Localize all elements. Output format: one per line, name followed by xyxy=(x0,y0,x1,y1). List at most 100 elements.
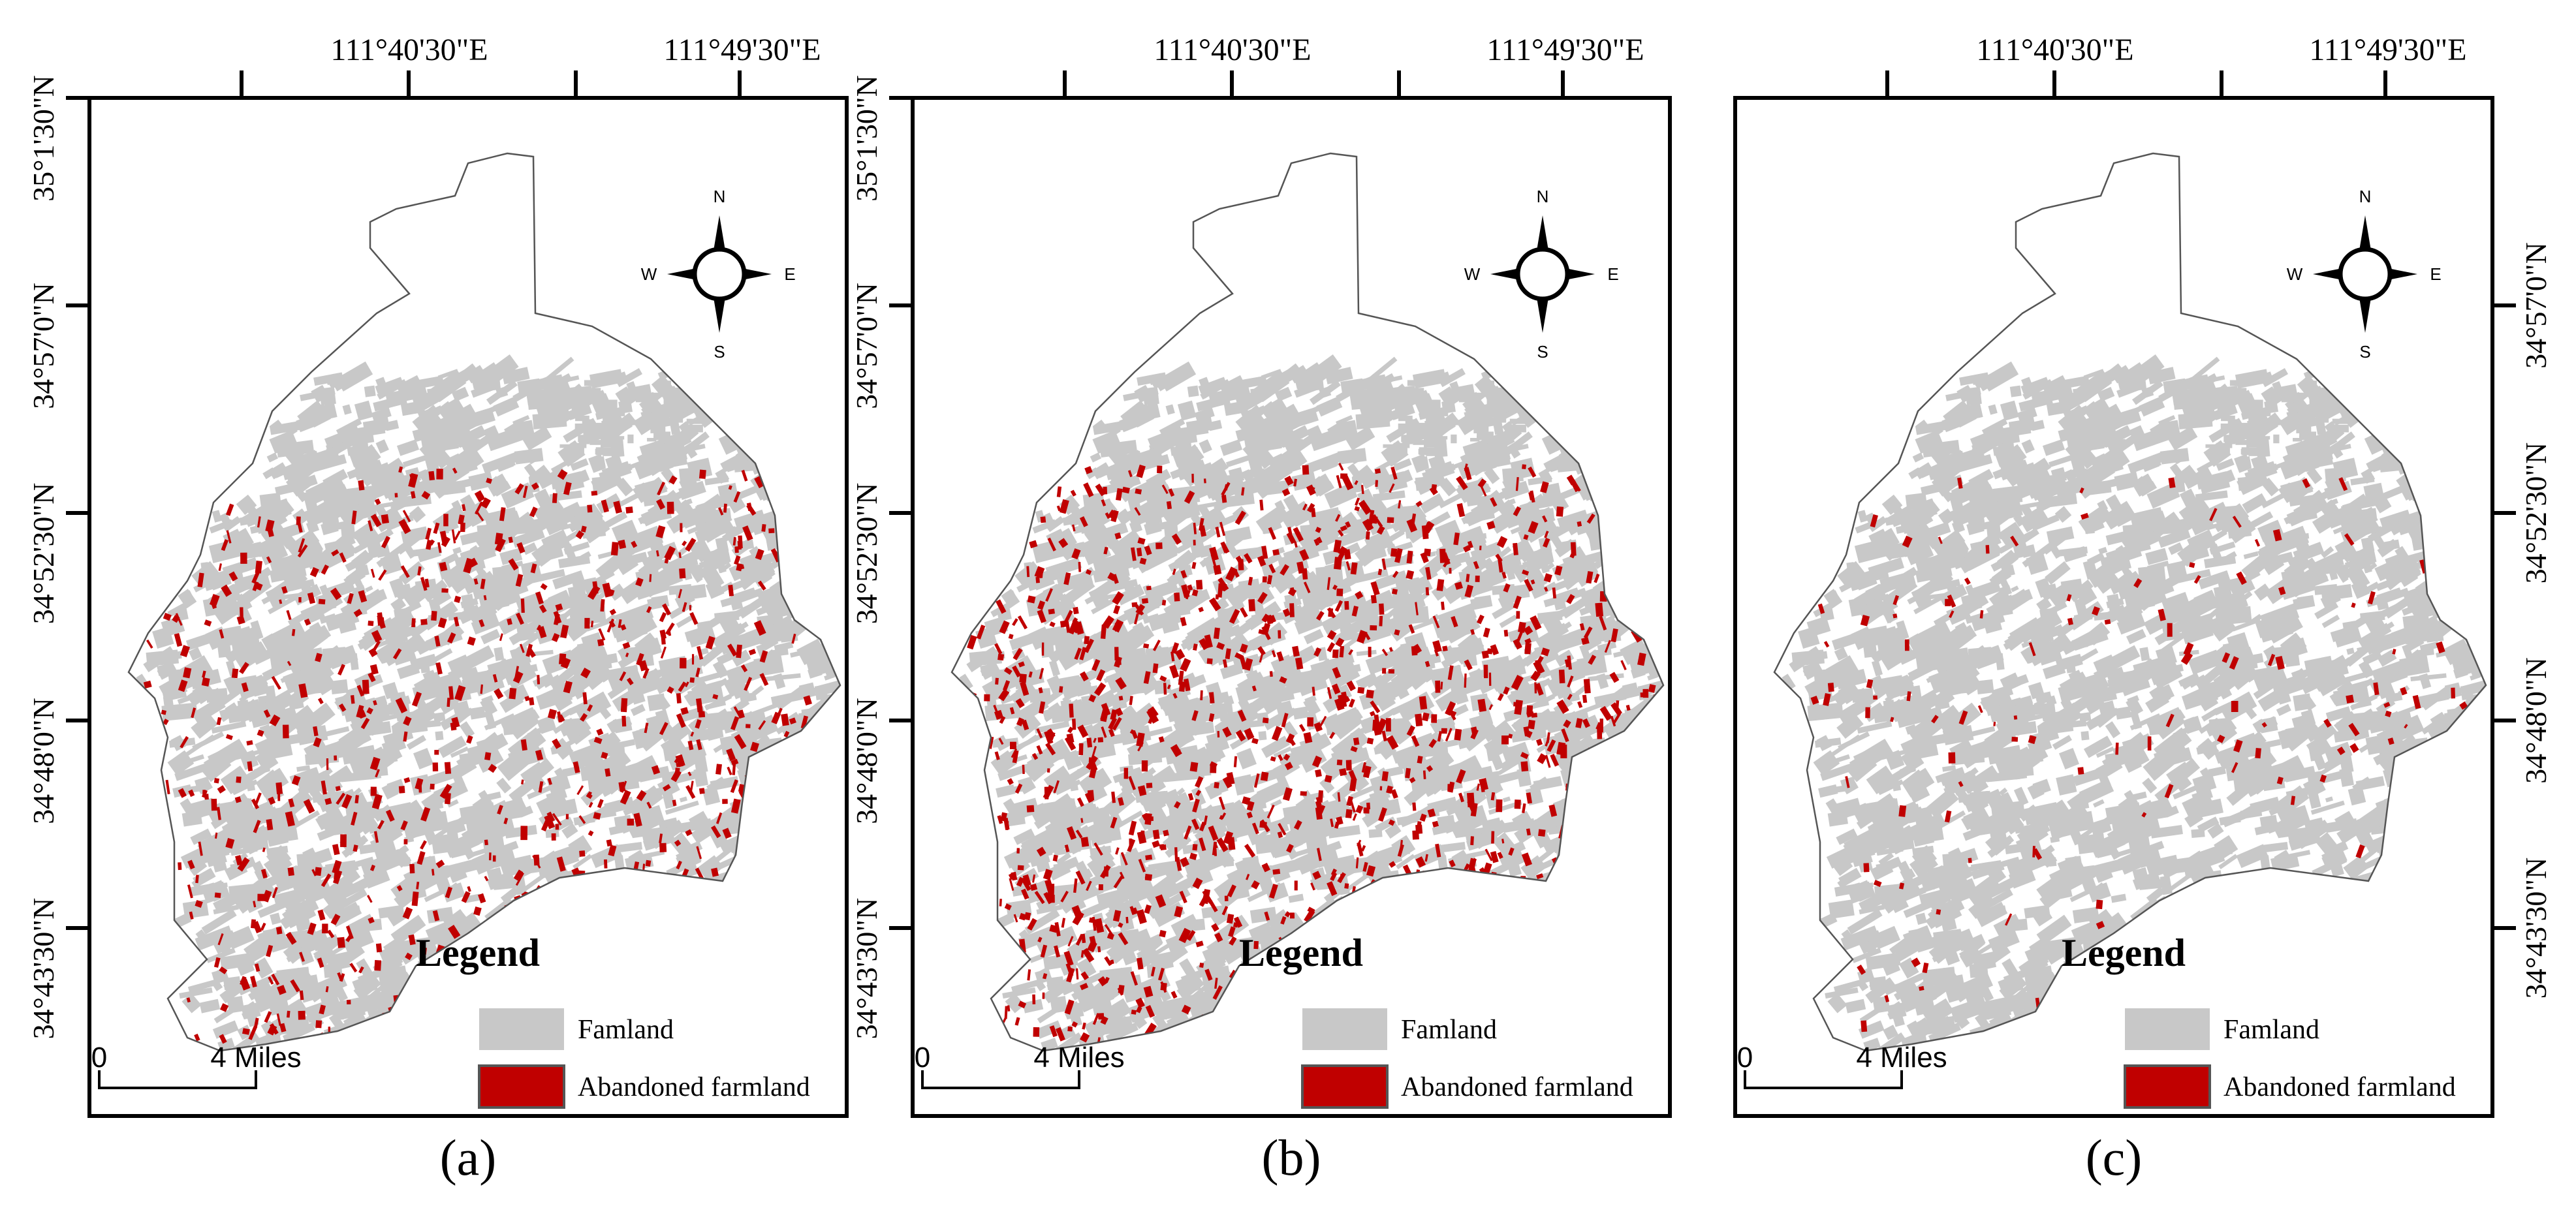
abandoned-patch xyxy=(369,756,381,771)
farmland-patch xyxy=(317,742,348,758)
farmland-patch xyxy=(1405,419,1417,426)
abandoned-patch xyxy=(1471,726,1478,735)
farmland-patch xyxy=(1436,669,1452,688)
abandoned-patch xyxy=(1059,686,1063,693)
abandoned-patch xyxy=(758,720,766,730)
farmland-patch xyxy=(267,994,290,1016)
abandoned-patch xyxy=(1470,628,1475,635)
farmland-patch xyxy=(1258,929,1271,948)
farmland-patch xyxy=(1324,525,1342,542)
abandoned-patch xyxy=(282,724,289,739)
abandoned-patch xyxy=(350,695,355,704)
farmland-patch xyxy=(1303,696,1321,717)
farmland-patch xyxy=(1454,827,1486,839)
farmland-patch xyxy=(441,417,473,444)
abandoned-patch xyxy=(319,1004,326,1015)
farmland-patch xyxy=(1310,476,1325,490)
abandoned-patch xyxy=(1513,506,1522,517)
farmland-patch xyxy=(710,776,740,791)
abandoned-patch xyxy=(625,653,629,657)
abandoned-patch xyxy=(360,717,370,730)
abandoned-patch xyxy=(1476,783,1481,791)
abandoned-patch xyxy=(1375,480,1379,487)
abandoned-patch xyxy=(1526,705,1533,714)
farmland-patch xyxy=(1040,689,1065,709)
abandoned-patch xyxy=(1412,802,1417,811)
farmland-patch xyxy=(1488,380,1495,386)
farmland-patch xyxy=(342,404,352,415)
abandoned-patch xyxy=(1348,769,1357,782)
abandoned-patch xyxy=(1103,546,1108,555)
farmland-patch xyxy=(685,424,703,433)
abandoned-patch xyxy=(1251,822,1259,835)
abandoned-patch xyxy=(733,706,742,717)
farmland-patch xyxy=(1385,766,1404,777)
abandoned-patch xyxy=(1567,675,1574,688)
farmland-patch xyxy=(1306,836,1329,856)
abandoned-patch xyxy=(1073,878,1078,893)
farmland-patch xyxy=(518,805,533,818)
abandoned-patch xyxy=(618,619,622,628)
abandoned-patch xyxy=(381,514,390,524)
abandoned-patch xyxy=(1330,818,1334,828)
farmland-patch xyxy=(675,546,689,559)
abandoned-patch xyxy=(587,504,593,513)
abandoned-patch xyxy=(1406,550,1413,564)
farmland-patch xyxy=(1387,615,1415,642)
abandoned-patch xyxy=(738,535,743,549)
abandoned-patch xyxy=(655,525,666,538)
farmland-patch xyxy=(570,458,589,471)
farmland-patch xyxy=(336,418,362,436)
farmland-patch xyxy=(1242,856,1259,866)
abandoned-patch xyxy=(742,525,753,541)
farmland-patch xyxy=(1478,420,1495,426)
farmland-patch xyxy=(206,687,225,707)
farmland-patch xyxy=(1452,626,1467,634)
abandoned-patch xyxy=(1199,962,1204,968)
abandoned-patch xyxy=(1381,730,1387,742)
farmland-patch xyxy=(1214,713,1236,732)
abandoned-patch xyxy=(1037,600,1046,610)
farmland-patch xyxy=(588,512,599,521)
abandoned-patch xyxy=(1130,971,1139,986)
farmland-patch xyxy=(1263,517,1282,534)
abandoned-patch xyxy=(1237,709,1247,722)
farmland-patch xyxy=(516,684,529,699)
farmland-patch xyxy=(522,758,555,788)
abandoned-patch xyxy=(1184,490,1195,504)
abandoned-patch xyxy=(761,523,766,532)
abandoned-patch xyxy=(633,813,642,827)
abandoned-patch xyxy=(515,574,524,587)
abandoned-patch xyxy=(1376,525,1385,535)
abandoned-patch xyxy=(722,828,732,839)
abandoned-patch xyxy=(247,761,253,771)
abandoned-patch xyxy=(1390,466,1398,480)
abandoned-patch xyxy=(1058,538,1069,548)
abandoned-patch xyxy=(454,685,466,701)
abandoned-patch xyxy=(1511,675,1524,690)
abandoned-patch xyxy=(1031,752,1039,760)
farmland-patch xyxy=(458,604,482,625)
farmland-patch xyxy=(437,736,467,758)
farmland-patch xyxy=(215,798,251,814)
abandoned-patch xyxy=(1080,818,1084,823)
farmland-patch xyxy=(754,565,776,585)
farmland-patch xyxy=(1263,706,1296,731)
farmland-patch xyxy=(734,509,766,532)
farmland-patch xyxy=(661,380,668,392)
farmland-patch xyxy=(1273,746,1292,758)
abandoned-patch xyxy=(1266,574,1273,585)
abandoned-patch xyxy=(1100,625,1107,639)
farmland-patch xyxy=(297,400,326,427)
abandoned-patch xyxy=(1214,848,1217,856)
farmland-patch xyxy=(460,598,479,609)
abandoned-patch xyxy=(994,643,1003,655)
abandoned-patch xyxy=(571,867,580,876)
farmland-patch xyxy=(1261,480,1289,496)
farmland-patch xyxy=(483,658,515,687)
abandoned-patch xyxy=(405,952,413,961)
abandoned-patch xyxy=(1097,976,1108,987)
abandoned-patch xyxy=(1127,470,1133,478)
abandoned-patch xyxy=(266,944,274,957)
abandoned-patch xyxy=(1044,786,1049,799)
